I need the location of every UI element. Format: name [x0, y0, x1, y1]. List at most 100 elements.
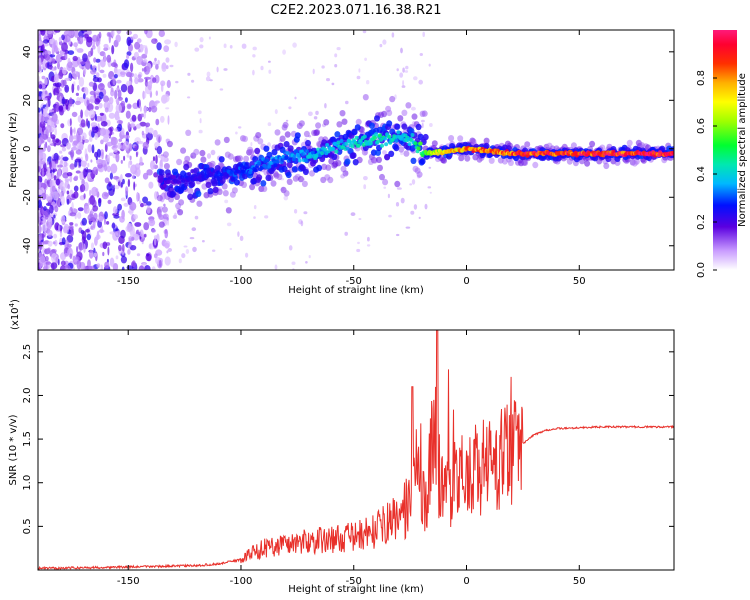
spectrogram-noise-blob	[52, 136, 56, 144]
spectrogram-noise-blob	[106, 141, 113, 147]
spectrogram-noise-blob	[43, 206, 47, 211]
spectrogram-band-blob	[331, 153, 338, 160]
spectrogram-noise-blob	[187, 72, 191, 76]
colorbar-tick-label: 0.2	[696, 214, 707, 230]
spectrogram-noise-blob	[38, 40, 44, 46]
spectrogram-noise-blob	[158, 214, 164, 220]
spectrogram-band-blob	[303, 130, 310, 138]
spectrogram-noise-blob	[40, 30, 46, 36]
spectrogram-band-blob	[415, 123, 422, 131]
spectrogram-noise-blob	[67, 30, 74, 36]
spectrogram-noise-blob	[115, 255, 119, 260]
spectrogram-noise-blob	[224, 199, 229, 204]
colorbar-tick-label: 0.8	[696, 70, 707, 86]
spectrogram-noise-blob	[158, 136, 161, 144]
spectrogram-band-blob	[411, 113, 418, 120]
spectrogram-noise-blob	[73, 42, 78, 48]
spectrogram-band-blob	[297, 175, 304, 183]
spectrogram-band-blob	[212, 169, 217, 174]
spectrogram-noise-blob	[197, 110, 202, 115]
spectrogram-noise-blob	[166, 217, 169, 221]
spectrogram-noise-blob	[64, 77, 72, 81]
spectrogram-noise-blob	[41, 52, 45, 56]
spectrogram-noise-blob	[108, 33, 112, 44]
spectrogram-noise-blob	[47, 30, 53, 35]
spectrogram-band-blob	[368, 141, 373, 146]
colorbar-ticks: 0.0 0.2 0.4 0.6 0.8	[696, 70, 717, 278]
spectrogram-noise-blob	[127, 161, 131, 169]
spectrogram-noise-blob	[124, 173, 132, 178]
spectrogram-noise-blob	[321, 65, 325, 69]
spectrogram-noise-blob	[44, 53, 50, 61]
spectrogram-noise-blob	[50, 131, 53, 137]
spectrogram-band-blob	[374, 115, 380, 122]
spectrogram-noise-blob	[113, 74, 118, 79]
spectrogram-noise-blob	[85, 229, 90, 233]
spectrogram-noise-blob	[79, 171, 84, 181]
spectrogram-band-blob	[180, 147, 187, 154]
spectrogram-noise-blob	[395, 202, 400, 207]
spectrogram-noise-blob	[127, 178, 131, 188]
spectrogram-band-blob	[245, 161, 250, 166]
spectrogram-noise-blob	[87, 265, 93, 270]
spectrogram-noise-blob	[163, 94, 170, 103]
spectrogram-noise-blob	[134, 163, 141, 170]
spectrogram-noise-blob	[75, 170, 81, 174]
spectrogram-noise-blob	[124, 97, 128, 103]
spectrogram-noise-blob	[74, 100, 81, 106]
spectrogram-noise-blob	[94, 113, 97, 122]
spectrogram-band-blob	[162, 151, 169, 158]
spectrogram-noise-blob	[61, 237, 66, 245]
spectrogram-noise-blob	[58, 36, 62, 43]
spectrogram-noise-blob	[117, 142, 122, 150]
spectrogram-noise-blob	[144, 233, 147, 238]
spectrogram-noise-blob	[51, 185, 56, 193]
spectrogram-noise-blob	[61, 34, 65, 41]
spectrogram-band-blob	[286, 161, 293, 169]
spectrogram-band-blob	[297, 158, 302, 163]
spectrogram-band-blob	[319, 155, 326, 163]
spectrogram-noise-blob	[313, 116, 318, 120]
spectrogram-noise-blob	[134, 145, 139, 151]
spectrogram-noise-blob	[274, 264, 278, 270]
spectrogram-noise-blob	[73, 185, 79, 192]
spectrogram-noise-blob	[43, 43, 49, 47]
spectrogram-noise-blob	[96, 148, 101, 158]
spectrogram-band-blob	[189, 181, 196, 188]
spectrogram-noise-blob	[183, 245, 188, 248]
spectrogram-noise-blob	[155, 154, 158, 164]
spectrogram-noise-blob	[119, 145, 127, 150]
spectrogram-band-blob	[275, 159, 280, 164]
spectrogram-noise-blob	[264, 215, 269, 219]
spectrogram-band-blob	[158, 221, 165, 228]
spectrogram-noise-blob	[45, 124, 52, 133]
spectrogram-noise-blob	[94, 133, 98, 140]
colorbar-label: Normalized spectral amplitude	[737, 73, 748, 227]
spectrogram-noise-blob	[85, 153, 89, 162]
spectrogram-noise-blob	[38, 211, 41, 218]
spectrogram-noise-blob	[153, 235, 158, 239]
spectrogram-noise-blob	[143, 111, 146, 119]
spectrogram-noise-blob	[102, 134, 110, 139]
spectrogram-noise-blob	[39, 121, 46, 129]
spectrogram-band-blob	[166, 140, 173, 148]
spectrogram-noise-blob	[74, 223, 78, 227]
spectrogram-noise-blob	[427, 186, 432, 189]
spectrogram-noise-blob	[167, 115, 170, 125]
spectrogram-band-blob	[286, 178, 293, 185]
spectrogram-noise-blob	[127, 84, 134, 95]
spectrogram-noise-blob	[115, 34, 121, 43]
spectrogram-band-blob	[279, 135, 286, 142]
spectrogram-noise-blob	[404, 70, 409, 73]
spectrogram-noise-blob	[54, 30, 61, 33]
spectrogram-noise-blob	[391, 32, 395, 38]
spectrogram-band-blob	[314, 129, 321, 136]
spectrogram-noise-blob	[47, 247, 51, 252]
spectrogram-noise-blob	[127, 249, 131, 255]
spectrogram-noise-blob	[428, 166, 432, 169]
spectrogram-noise-blob	[62, 96, 65, 107]
spectrogram-noise-blob	[89, 90, 96, 96]
spectrogram-noise-blob	[74, 160, 78, 168]
colorbar-tick-label: 0.6	[696, 118, 707, 134]
spectrogram-band-blob	[403, 150, 410, 157]
